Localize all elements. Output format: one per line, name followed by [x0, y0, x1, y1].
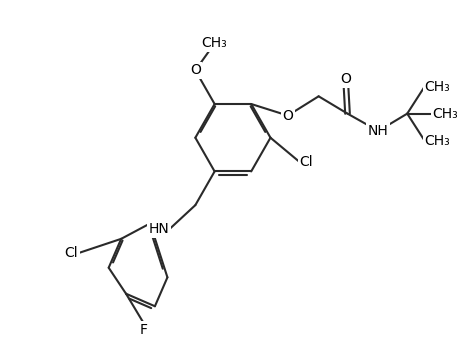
Text: HN: HN — [148, 222, 169, 236]
Text: CH₃: CH₃ — [424, 133, 449, 148]
Text: F: F — [139, 323, 147, 337]
Text: NH: NH — [367, 124, 388, 138]
Text: Cl: Cl — [299, 155, 312, 169]
Text: O: O — [282, 109, 292, 123]
Text: CH₃: CH₃ — [424, 80, 449, 94]
Text: O: O — [190, 63, 201, 77]
Text: CH₃: CH₃ — [202, 36, 227, 50]
Text: CH₃: CH₃ — [431, 106, 457, 121]
Text: Cl: Cl — [64, 246, 78, 260]
Text: O: O — [339, 72, 350, 86]
